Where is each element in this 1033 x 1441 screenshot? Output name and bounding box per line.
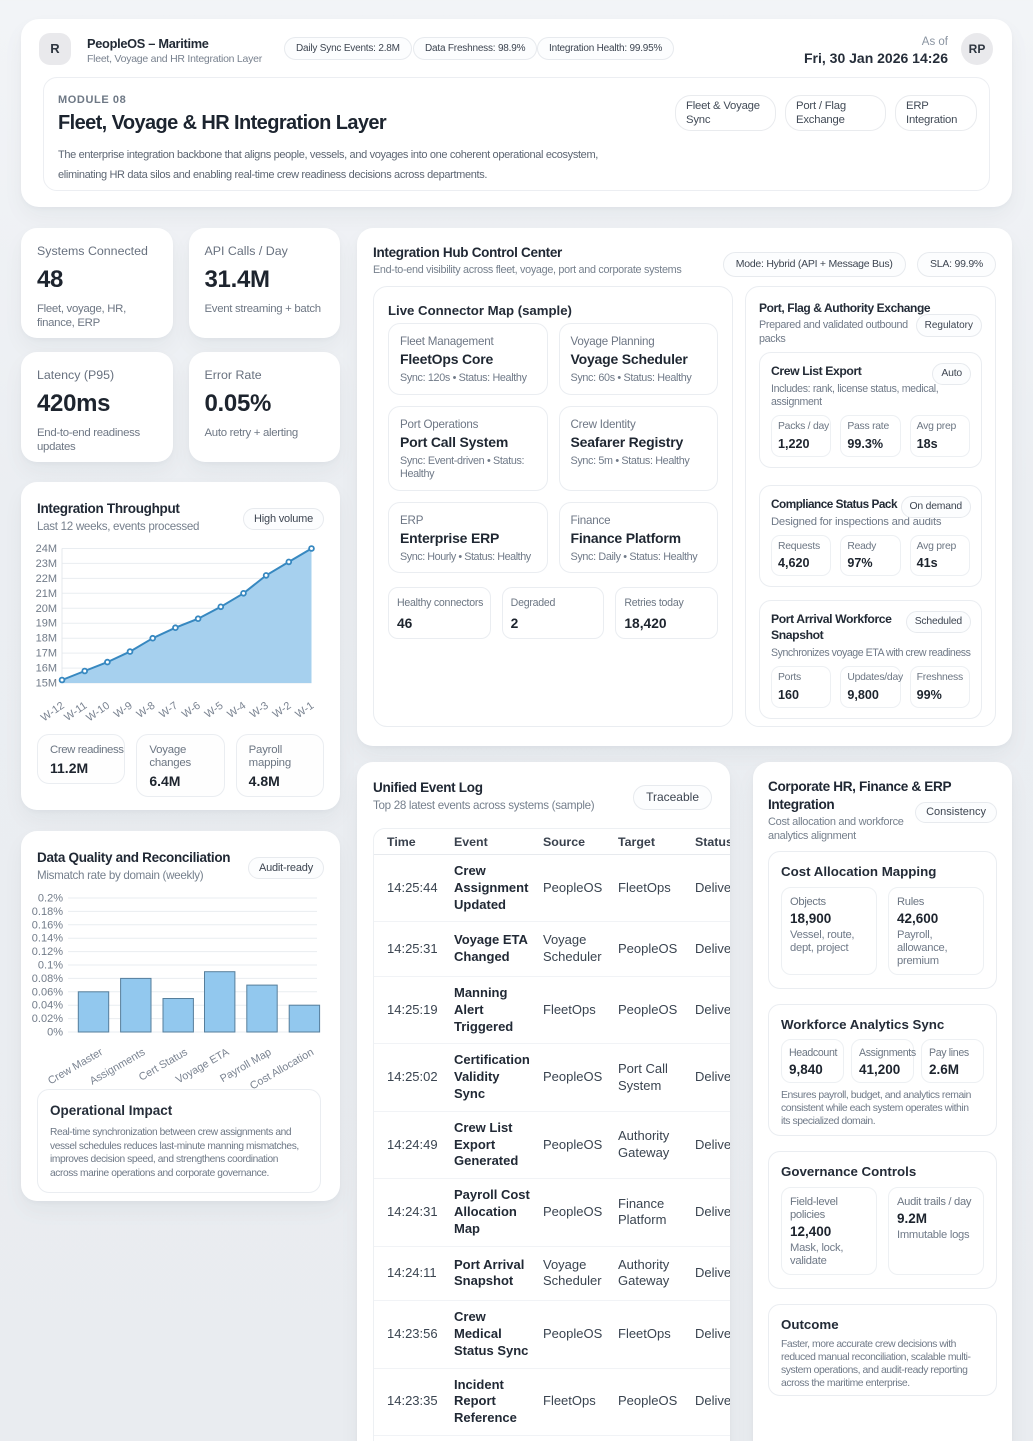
svg-text:0.02%: 0.02%: [32, 1013, 63, 1025]
svg-text:0.1%: 0.1%: [38, 960, 63, 972]
svg-text:0%: 0%: [47, 1027, 63, 1039]
svg-text:0.08%: 0.08%: [32, 973, 63, 985]
svg-text:0.12%: 0.12%: [32, 946, 63, 958]
svg-text:17M: 17M: [36, 648, 57, 660]
svg-text:W-4: W-4: [225, 700, 248, 721]
svg-text:W-10: W-10: [84, 700, 112, 725]
svg-text:W-7: W-7: [157, 700, 180, 721]
svg-text:20M: 20M: [36, 603, 57, 615]
svg-text:0.16%: 0.16%: [32, 919, 63, 931]
svg-text:22M: 22M: [36, 573, 57, 585]
svg-text:0.18%: 0.18%: [32, 906, 63, 918]
svg-text:W-12: W-12: [39, 700, 67, 725]
svg-text:21M: 21M: [36, 588, 57, 600]
svg-text:0.14%: 0.14%: [32, 933, 63, 945]
svg-text:W-6: W-6: [180, 700, 203, 721]
svg-text:16M: 16M: [36, 663, 57, 675]
svg-text:W-1: W-1: [293, 700, 316, 721]
svg-text:W-9: W-9: [112, 700, 135, 721]
svg-text:W-11: W-11: [62, 700, 89, 724]
svg-text:15M: 15M: [36, 678, 57, 690]
svg-text:W-3: W-3: [248, 700, 271, 721]
svg-text:24M: 24M: [36, 543, 57, 555]
svg-text:0.06%: 0.06%: [32, 986, 63, 998]
svg-text:W-8: W-8: [134, 700, 157, 721]
svg-text:0.04%: 0.04%: [32, 1000, 63, 1012]
svg-text:23M: 23M: [36, 558, 57, 570]
svg-text:W-5: W-5: [203, 700, 226, 721]
svg-text:18M: 18M: [36, 633, 57, 645]
svg-text:19M: 19M: [36, 618, 57, 630]
svg-text:W-2: W-2: [271, 700, 294, 721]
svg-text:0.2%: 0.2%: [38, 893, 63, 905]
